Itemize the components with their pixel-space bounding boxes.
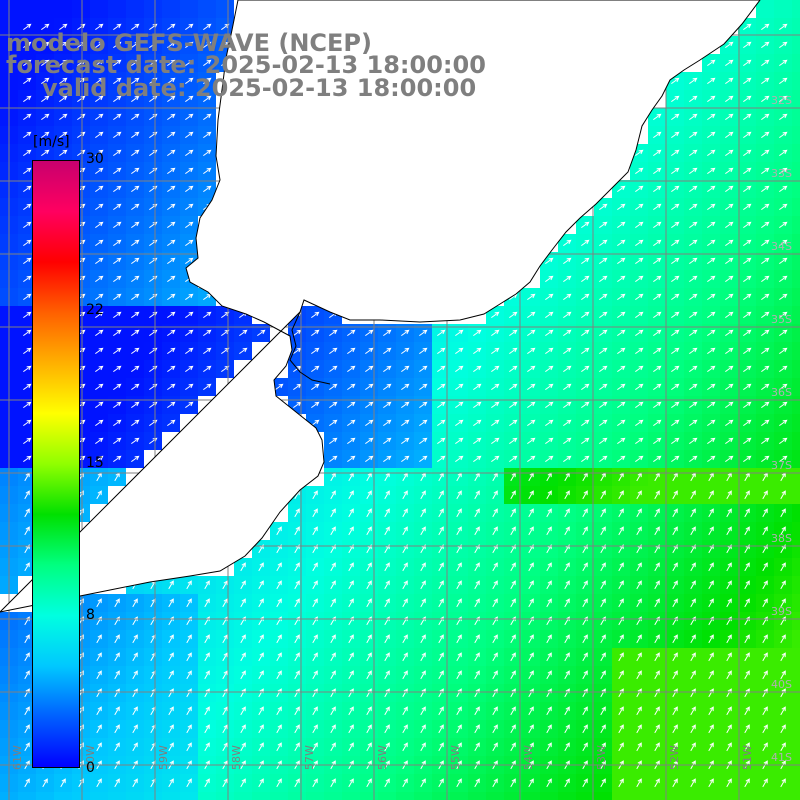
coastline	[0, 0, 761, 613]
longitude-label: 54W	[522, 745, 535, 770]
latitude-label: 41S	[771, 751, 792, 764]
colorbar	[32, 160, 80, 768]
latitude-label: 39S	[771, 605, 792, 618]
colorbar-tick-22: 22	[86, 302, 104, 318]
map-title-forecast-date: forecast date: 2025-02-13 18:00:00	[6, 51, 486, 79]
longitude-label: 61W	[11, 745, 24, 770]
longitude-label: 51W	[741, 745, 754, 770]
longitude-label: 55W	[449, 745, 462, 770]
colorbar-tick-15: 15	[86, 455, 104, 471]
latitude-label: 36S	[771, 386, 792, 399]
colorbar-tick-30: 30	[86, 151, 104, 167]
colorbar-tick-0: 0	[86, 760, 95, 776]
latitude-label: 38S	[771, 532, 792, 545]
wind-arrows	[23, 23, 788, 788]
latitude-label: 33S	[771, 167, 792, 180]
map-title-model: modelo GEFS-WAVE (NCEP)	[6, 29, 372, 57]
latitude-label: 37S	[771, 459, 792, 472]
latitude-label: 35S	[771, 313, 792, 326]
colorbar-tick-8: 8	[86, 607, 95, 623]
longitude-label: 56W	[376, 745, 389, 770]
longitude-label: 52W	[668, 745, 681, 770]
longitude-label: 57W	[303, 745, 316, 770]
axis-labels: 61W 60W 59W 58W 57W 56W 55W 54W 53W 52W 51W 32S 33S 3…	[11, 94, 792, 770]
longitude-label: 58W	[230, 745, 243, 770]
map-title-valid-date: valid date: 2025-02-13 18:00:00	[42, 74, 477, 102]
colorbar-unit: [m/s]	[33, 134, 70, 150]
longitude-label: 53W	[595, 745, 608, 770]
longitude-label: 59W	[157, 745, 170, 770]
longitude-label: 60W	[84, 745, 97, 770]
latitude-label: 32S	[771, 94, 792, 107]
latitude-label: 34S	[771, 240, 792, 253]
latitude-label: 40S	[771, 678, 792, 691]
